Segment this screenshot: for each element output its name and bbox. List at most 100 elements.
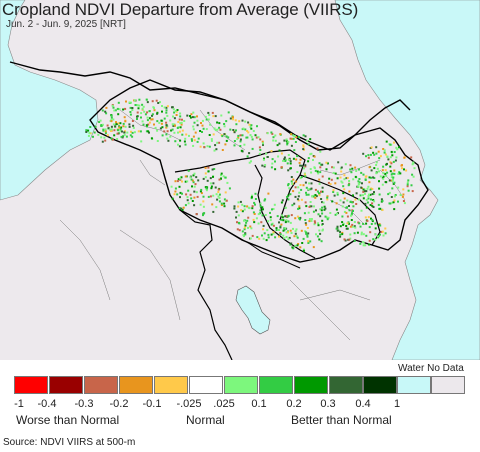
ndvi-pixel xyxy=(200,122,202,124)
ndvi-pixel xyxy=(195,191,198,194)
ndvi-pixel xyxy=(163,117,166,120)
ndvi-pixel xyxy=(262,208,264,211)
ndvi-pixel xyxy=(181,192,183,195)
ndvi-pixel xyxy=(389,179,392,182)
legend-swatch xyxy=(154,376,188,394)
ndvi-pixel xyxy=(389,156,392,159)
ndvi-pixel xyxy=(151,114,153,117)
ndvi-pixel xyxy=(344,239,347,242)
ndvi-pixel xyxy=(254,203,256,206)
ndvi-pixel xyxy=(317,172,320,175)
ndvi-pixel xyxy=(111,104,114,107)
ndvi-pixel xyxy=(237,205,240,208)
ndvi-pixel xyxy=(341,233,344,236)
ndvi-pixel xyxy=(186,199,189,202)
ndvi-pixel xyxy=(116,129,119,132)
ndvi-pixel xyxy=(297,199,300,202)
ndvi-pixel xyxy=(258,237,261,240)
ndvi-pixel xyxy=(226,181,229,184)
ndvi-pixel xyxy=(340,170,343,173)
ndvi-pixel xyxy=(209,177,212,180)
ndvi-pixel xyxy=(332,189,335,192)
ndvi-pixel xyxy=(148,117,151,120)
ndvi-pixel xyxy=(322,228,324,231)
ndvi-pixel xyxy=(151,118,154,121)
ndvi-pixel xyxy=(131,107,134,109)
ndvi-pixel xyxy=(401,164,403,167)
ndvi-pixel xyxy=(259,138,262,141)
ndvi-pixel xyxy=(202,214,204,217)
ndvi-pixel xyxy=(165,124,168,127)
ndvi-pixel xyxy=(135,104,138,107)
ndvi-pixel xyxy=(307,232,310,235)
ndvi-pixel xyxy=(295,235,298,238)
ndvi-pixel xyxy=(249,134,252,137)
ndvi-pixel xyxy=(117,113,120,116)
ndvi-pixel xyxy=(213,127,216,130)
ndvi-pixel xyxy=(360,231,363,234)
ndvi-pixel xyxy=(305,186,308,189)
ndvi-pixel xyxy=(262,142,264,145)
ndvi-pixel xyxy=(311,195,314,198)
ndvi-pixel xyxy=(176,109,179,111)
legend-swatch xyxy=(14,376,48,394)
ndvi-pixel xyxy=(290,176,293,178)
ndvi-pixel xyxy=(372,206,375,208)
ndvi-pixel xyxy=(219,128,222,131)
ndvi-pixel xyxy=(332,191,335,193)
ndvi-pixel xyxy=(307,160,310,163)
ndvi-pixel xyxy=(312,159,314,161)
ndvi-pixel xyxy=(274,134,277,137)
ndvi-pixel xyxy=(348,209,351,212)
legend-swatch xyxy=(259,376,293,394)
ndvi-pixel xyxy=(253,221,256,224)
ndvi-pixel xyxy=(336,225,339,228)
ndvi-pixel xyxy=(317,224,320,227)
ndvi-pixel xyxy=(148,110,151,113)
ndvi-pixel xyxy=(275,227,278,230)
ndvi-pixel xyxy=(308,220,311,223)
ndvi-pixel xyxy=(300,229,303,232)
ndvi-pixel xyxy=(307,242,310,244)
ndvi-pixel xyxy=(215,148,218,151)
ndvi-pixel xyxy=(130,130,132,133)
legend-tick: 0.1 xyxy=(251,398,267,410)
ndvi-pixel xyxy=(382,175,385,178)
ndvi-pixel xyxy=(174,110,177,112)
ndvi-pixel xyxy=(315,209,317,212)
ndvi-pixel xyxy=(225,120,228,123)
ndvi-pixel xyxy=(353,225,356,228)
ndvi-pixel xyxy=(307,240,310,243)
ndvi-pixel xyxy=(132,124,135,127)
ndvi-pixel xyxy=(181,129,184,132)
ndvi-pixel xyxy=(289,167,292,170)
ndvi-pixel xyxy=(343,210,346,213)
ndvi-pixel xyxy=(205,118,208,121)
ndvi-pixel xyxy=(247,131,250,134)
ndvi-pixel xyxy=(368,193,370,196)
ndvi-pixel xyxy=(221,149,224,151)
ndvi-pixel xyxy=(99,119,102,122)
ndvi-pixel xyxy=(390,176,393,179)
ndvi-pixel xyxy=(349,225,352,228)
ndvi-pixel xyxy=(244,128,247,131)
ndvi-pixel xyxy=(324,207,327,210)
ndvi-pixel xyxy=(349,233,352,236)
ndvi-pixel xyxy=(161,134,164,137)
ndvi-pixel xyxy=(313,223,316,226)
ndvi-pixel xyxy=(406,181,409,184)
ndvi-pixel xyxy=(115,121,117,124)
ndvi-pixel xyxy=(376,167,379,170)
legend-water-label: Water xyxy=(398,363,425,374)
ndvi-pixel xyxy=(285,236,288,238)
ndvi-pixel xyxy=(129,106,132,109)
ndvi-pixel xyxy=(194,131,197,134)
ndvi-pixel xyxy=(300,188,303,191)
ndvi-pixel xyxy=(310,219,313,222)
ndvi-pixel xyxy=(212,194,215,197)
ndvi-pixel xyxy=(172,115,174,118)
ndvi-pixel xyxy=(320,190,322,193)
ndvi-pixel xyxy=(85,129,88,132)
ndvi-pixel xyxy=(190,197,193,200)
ndvi-pixel xyxy=(123,116,126,119)
